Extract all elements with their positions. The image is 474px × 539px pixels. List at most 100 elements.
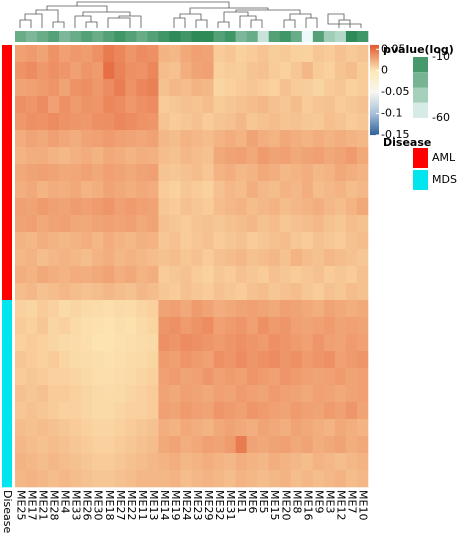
heatmap-cell <box>224 300 236 318</box>
heatmap-cell <box>125 147 137 165</box>
heatmap-cell <box>246 96 258 114</box>
heatmap-cell <box>37 181 49 199</box>
heatmap-cell <box>334 334 347 352</box>
heatmap-cell <box>334 198 347 216</box>
heatmap-cell <box>81 453 93 471</box>
heatmap-cell <box>114 181 126 199</box>
heatmap-cell <box>202 334 214 352</box>
heatmap-cell <box>48 198 60 216</box>
heatmap-cell <box>301 368 314 386</box>
heatmap-cell <box>59 45 71 63</box>
heatmap-cell <box>125 436 137 454</box>
heatmap-cell <box>312 96 325 114</box>
pvalue-cell <box>202 31 214 42</box>
heatmap-cell <box>180 79 192 97</box>
heatmap-cell <box>312 470 325 488</box>
column-label: ME6 <box>246 490 259 513</box>
heatmap-cell <box>92 215 104 233</box>
heatmap-cell <box>334 232 347 250</box>
heatmap-cell <box>180 453 192 471</box>
heatmap-cell <box>125 79 137 97</box>
heatmap-cell <box>268 215 281 233</box>
heatmap-cell <box>257 317 270 335</box>
heatmap-cell <box>345 283 358 301</box>
heatmap-cell <box>114 232 126 250</box>
heatmap-cell <box>125 249 137 267</box>
heatmap-cell <box>81 96 93 114</box>
heatmap-cell <box>158 351 170 369</box>
heatmap-cell <box>290 181 303 199</box>
heatmap-cell <box>81 402 93 420</box>
heatmap-cell <box>301 79 314 97</box>
heatmap-cell <box>81 130 93 148</box>
heatmap-cell <box>114 147 126 165</box>
heatmap-cell <box>103 402 115 420</box>
heatmap-cell <box>70 198 82 216</box>
column-label: ME10 <box>356 490 369 520</box>
heatmap-cell <box>268 249 281 267</box>
heatmap-cell <box>279 300 292 318</box>
heatmap-cell <box>103 249 115 267</box>
heatmap-cell <box>103 436 115 454</box>
heatmap-cell <box>59 351 71 369</box>
heatmap-cell <box>48 300 60 318</box>
heatmap-cell <box>125 96 137 114</box>
heatmap-cell <box>147 436 159 454</box>
heatmap-cell <box>37 215 49 233</box>
pvalue-cell <box>345 31 358 42</box>
heatmap-cell <box>356 130 369 148</box>
heatmap-cell <box>202 181 214 199</box>
pvalue-cell <box>356 31 369 42</box>
heatmap-cell <box>191 368 203 386</box>
heatmap-cell <box>301 419 314 437</box>
heatmap-cell <box>191 130 203 148</box>
colorbar-segment <box>370 130 379 134</box>
heatmap-cell <box>213 215 225 233</box>
heatmap-cell <box>37 419 49 437</box>
heatmap-cell <box>103 79 115 97</box>
heatmap-cell <box>323 334 336 352</box>
heatmap-cell <box>246 402 258 420</box>
heatmap-cell <box>114 436 126 454</box>
heatmap-cell <box>48 419 60 437</box>
heatmap-cell <box>213 470 225 488</box>
heatmap-cell <box>158 419 170 437</box>
heatmap-cell <box>202 266 214 284</box>
heatmap-cell <box>15 300 27 318</box>
heatmap-cell <box>37 113 49 131</box>
heatmap-cell <box>37 62 49 80</box>
heatmap-cell <box>15 351 27 369</box>
heatmap-cell <box>345 351 358 369</box>
heatmap-cell <box>48 113 60 131</box>
heatmap-cell <box>81 470 93 488</box>
heatmap-cell <box>202 300 214 318</box>
heatmap-cell <box>158 79 170 97</box>
heatmap-cell <box>114 62 126 80</box>
heatmap-cell <box>147 419 159 437</box>
heatmap-cell <box>268 232 281 250</box>
heatmap-cell <box>202 436 214 454</box>
pvalue-cell <box>103 31 115 42</box>
heatmap-cell <box>345 45 358 63</box>
heatmap-cell <box>290 470 303 488</box>
heatmap-cell <box>334 164 347 182</box>
heatmap-cell <box>136 300 148 318</box>
heatmap-cell <box>169 164 181 182</box>
heatmap-cell <box>136 402 148 420</box>
colorbar-segment <box>370 92 379 96</box>
heatmap-cell <box>136 198 148 216</box>
heatmap-cell <box>290 317 303 335</box>
heatmap-cell <box>301 113 314 131</box>
heatmap-cell <box>202 402 214 420</box>
heatmap-cell <box>103 317 115 335</box>
column-label: ME16 <box>301 490 314 520</box>
heatmap-cell <box>279 113 292 131</box>
heatmap-cell <box>158 130 170 148</box>
heatmap-cell <box>191 402 203 420</box>
colorbar-segment <box>370 72 379 76</box>
heatmap-cell <box>246 351 258 369</box>
heatmap-cell <box>92 198 104 216</box>
pvalue-cell <box>70 31 82 42</box>
heatmap-cell <box>235 164 247 182</box>
heatmap-cell <box>191 249 203 267</box>
